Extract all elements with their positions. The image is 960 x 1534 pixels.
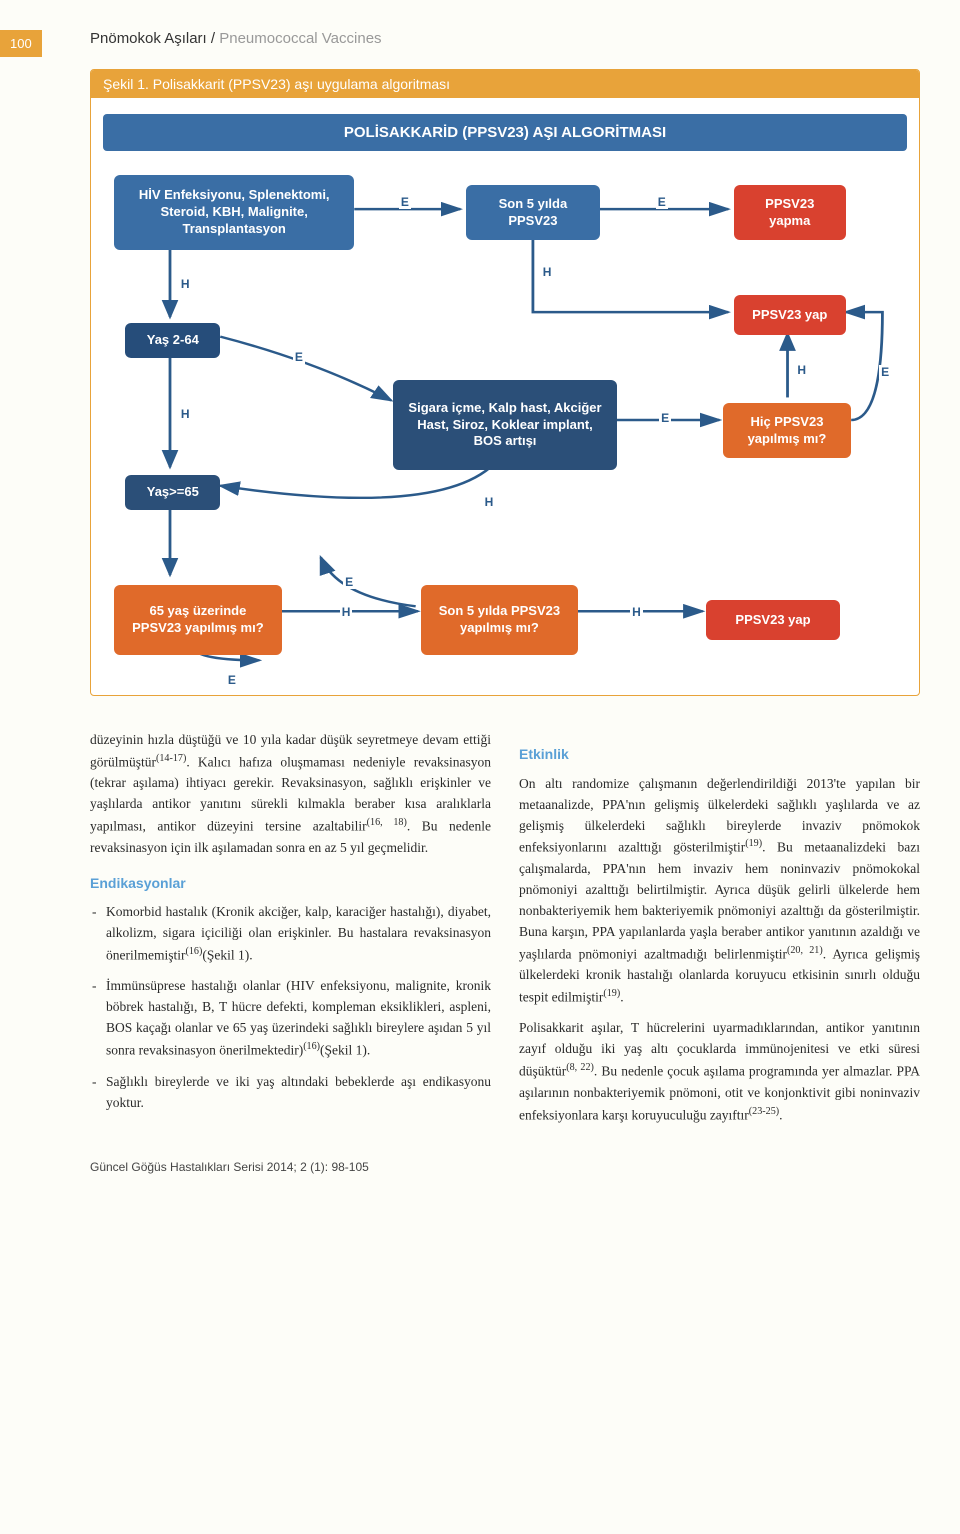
citation: (14-17)	[156, 753, 186, 764]
flow-edge-label: E	[659, 411, 671, 425]
flow-node-n10: Son 5 yılda PPSV23 yapılmış mı?	[421, 585, 577, 655]
flow-node-n8: Yaş>=65	[125, 475, 220, 510]
page-number: 100	[0, 30, 42, 57]
citation: (16, 18)	[367, 817, 407, 828]
flow-edge-label: E	[879, 365, 891, 379]
flow-edge-label: E	[343, 575, 355, 589]
flow-edge-label: E	[656, 195, 668, 209]
list-item: Sağlıklı bireylerde ve iki yaş altındaki…	[106, 1072, 491, 1114]
page-header: Pnömokok Aşıları / Pneumococcal Vaccines	[0, 0, 960, 57]
flow-edge-label: H	[179, 407, 192, 421]
flow-node-n6: Sigara içme, Kalp hast, Akciğer Hast, Si…	[393, 380, 616, 470]
text: (Şekil 1).	[320, 1043, 370, 1058]
list-item: Komorbid hastalık (Kronik akciğer, kalp,…	[106, 902, 491, 966]
citation: (20, 21)	[787, 945, 823, 956]
para: Polisakkarit aşılar, T hücrelerini uyarm…	[519, 1018, 920, 1126]
flow-node-n2: Son 5 yılda PPSV23	[466, 185, 600, 240]
text: . Bu metaanalizdeki bazı çalışmalarda, P…	[519, 840, 920, 961]
flow-node-n9: 65 yaş üzerinde PPSV23 yapılmış mı?	[114, 585, 282, 655]
flow-edge-label: H	[630, 605, 643, 619]
flow-edge-label: E	[226, 673, 238, 687]
citation: (19)	[603, 988, 620, 999]
flow-edge	[321, 557, 416, 606]
text: (Şekil 1).	[202, 948, 252, 963]
flow-edge	[533, 239, 728, 313]
citation: (19)	[745, 838, 762, 849]
flow-edge-label: E	[293, 350, 305, 364]
flowchart: POLİSAKKARİD (PPSV23) AŞI ALGORİTMASI Hİ…	[91, 98, 919, 695]
right-column: Etkinlik On altı randomize çalışmanın de…	[519, 730, 920, 1136]
para: düzeyinin hızla düştüğü ve 10 yıla kadar…	[90, 730, 491, 859]
section-heading-etkinlik: Etkinlik	[519, 744, 920, 766]
flow-edge	[220, 337, 391, 401]
left-column: düzeyinin hızla düştüğü ve 10 yıla kadar…	[90, 730, 491, 1136]
flow-node-n4: PPSV23 yap	[734, 295, 846, 335]
header-main: Pnömokok Aşıları /	[90, 30, 219, 47]
citation: (8, 22)	[566, 1062, 594, 1073]
text: .	[620, 989, 623, 1004]
flow-node-n7: Hiç PPSV23 yapılmış mı?	[723, 403, 851, 458]
flow-edge-label: H	[483, 495, 496, 509]
text: Komorbid hastalık (Kronik akciğer, kalp,…	[106, 904, 491, 962]
flowchart-area: HİV Enfeksiyonu, Splenektomi, Steroid, K…	[103, 165, 907, 675]
flowchart-title: POLİSAKKARİD (PPSV23) AŞI ALGORİTMASI	[103, 114, 907, 151]
flow-edge-label: H	[795, 363, 808, 377]
flow-node-n3: PPSV23 yapma	[734, 185, 846, 240]
flow-edge-label: H	[541, 265, 554, 279]
indication-list: Komorbid hastalık (Kronik akciğer, kalp,…	[90, 902, 491, 1113]
flow-edge-label: H	[340, 605, 353, 619]
citation: (16)	[185, 946, 202, 957]
flow-edge-label: H	[179, 277, 192, 291]
para: On altı randomize çalışmanın değerlendir…	[519, 774, 920, 1009]
list-item: İmmünsüprese hastalığı olanlar (HIV enfe…	[106, 976, 491, 1061]
body-text: düzeyinin hızla düştüğü ve 10 yıla kadar…	[0, 720, 960, 1156]
flow-edge-label: E	[399, 195, 411, 209]
footer-citation: Güncel Göğüs Hastalıkları Serisi 2014; 2…	[0, 1156, 960, 1194]
text: .	[779, 1107, 782, 1122]
flow-node-n5: Yaş 2-64	[125, 323, 220, 358]
flow-edge	[846, 312, 883, 420]
text: İmmünsüprese hastalığı olanlar (HIV enfe…	[106, 978, 491, 1057]
figure-1: Şekil 1. Polisakkarit (PPSV23) aşı uygul…	[90, 69, 920, 696]
header-sub: Pneumococcal Vaccines	[219, 30, 381, 47]
flow-node-n1: HİV Enfeksiyonu, Splenektomi, Steroid, K…	[114, 175, 354, 250]
figure-caption: Şekil 1. Polisakkarit (PPSV23) aşı uygul…	[91, 70, 919, 98]
citation: (23-25)	[749, 1106, 779, 1117]
flow-node-n11: PPSV23 yap	[706, 600, 840, 640]
citation: (16)	[303, 1041, 320, 1052]
section-heading-endikasyonlar: Endikasyonlar	[90, 873, 491, 895]
